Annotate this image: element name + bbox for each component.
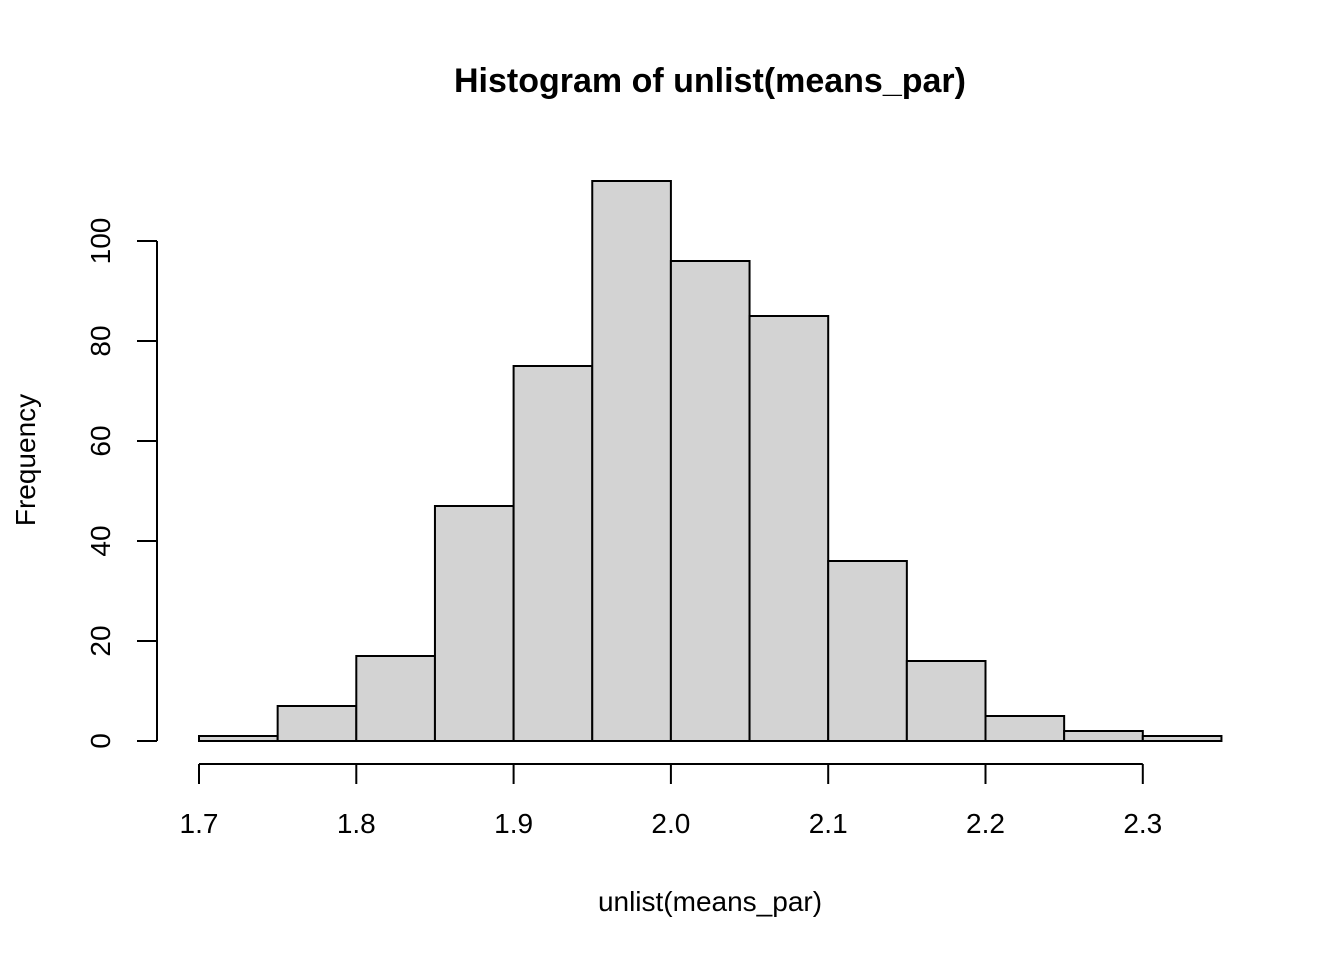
y-tick-label-1: 20 bbox=[85, 625, 116, 656]
histogram-bar-3 bbox=[433, 505, 515, 742]
histogram-bar-11 bbox=[1063, 730, 1144, 742]
histogram-bar-10 bbox=[984, 715, 1066, 742]
histogram-bar-12 bbox=[1141, 735, 1223, 742]
chart-title: Histogram of unlist(means_par) bbox=[454, 62, 966, 100]
x-tick-label-5: 2.2 bbox=[966, 808, 1005, 839]
histogram-bar-8 bbox=[827, 560, 908, 742]
histogram-bar-6 bbox=[669, 260, 751, 742]
x-tick-label-0: 1.7 bbox=[180, 808, 219, 839]
histogram-bar-5 bbox=[591, 180, 672, 742]
y-tick-label-0: 0 bbox=[85, 733, 116, 749]
histogram-bar-2 bbox=[355, 655, 436, 742]
histogram-bar-7 bbox=[748, 315, 830, 742]
y-axis-label: Frequency bbox=[10, 394, 41, 526]
x-tick-label-4: 2.1 bbox=[809, 808, 848, 839]
histogram-bar-9 bbox=[905, 660, 987, 742]
x-axis: 1.7 1.8 1.9 2.0 2.1 2.2 2.3 bbox=[180, 763, 1162, 839]
bars-group bbox=[198, 180, 1223, 742]
x-tick-label-2: 1.9 bbox=[494, 808, 533, 839]
x-tick-label-3: 2.0 bbox=[651, 808, 690, 839]
histogram-bar-0 bbox=[198, 735, 279, 742]
histogram-bar-4 bbox=[512, 365, 594, 742]
x-tick-label-6: 2.3 bbox=[1123, 808, 1162, 839]
y-axis: 0 20 40 60 80 100 bbox=[85, 218, 158, 749]
x-tick-label-1: 1.8 bbox=[337, 808, 376, 839]
histogram-bar-1 bbox=[276, 705, 358, 742]
y-tick-label-5: 100 bbox=[85, 218, 116, 265]
y-tick-label-4: 80 bbox=[85, 325, 116, 356]
x-axis-label: unlist(means_par) bbox=[598, 886, 822, 917]
y-tick-label-3: 60 bbox=[85, 425, 116, 456]
y-tick-label-2: 40 bbox=[85, 525, 116, 556]
